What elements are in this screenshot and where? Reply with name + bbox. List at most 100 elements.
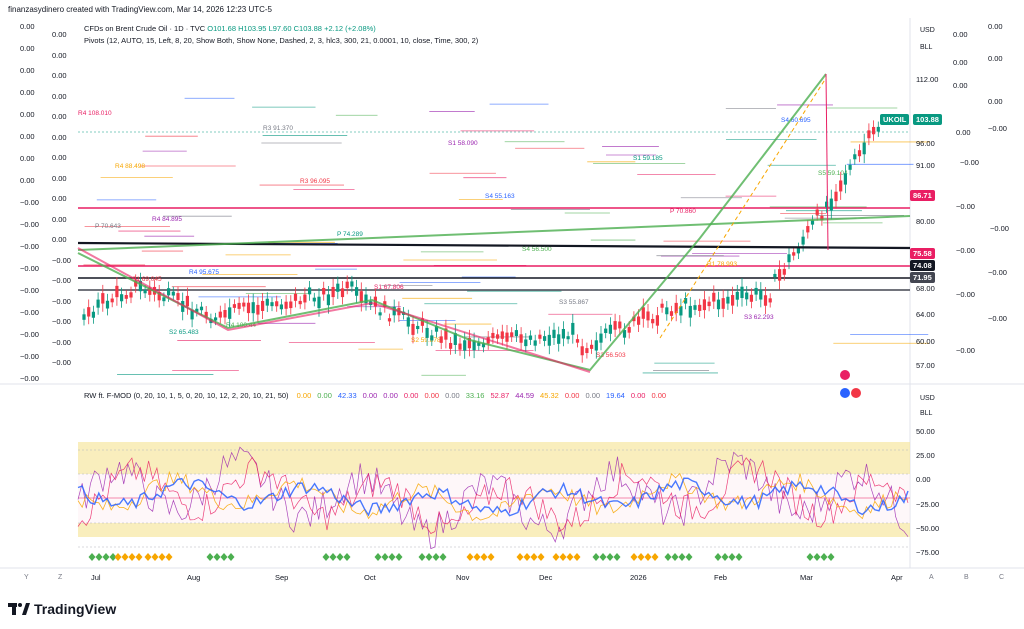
signal-marker — [374, 553, 382, 561]
change-value: +2.12 (+2.08%) — [324, 24, 376, 33]
left-scale-inner-tick: −0.00 — [52, 296, 71, 306]
signal-marker — [432, 553, 440, 561]
left-scale-tick: −0.00 — [20, 352, 39, 361]
pivot-price-tag: 86.71 — [910, 190, 935, 201]
time-axis-label: Oct — [364, 573, 376, 582]
price-tick: 80.00 — [916, 217, 935, 226]
signal-marker — [487, 553, 495, 561]
extra-scale-tick: 0.00 — [988, 54, 1003, 63]
pivot-label: R1 78.993 — [707, 261, 737, 268]
candle-body — [735, 291, 739, 300]
event-icon — [840, 370, 850, 380]
tv-logo-icon — [8, 603, 30, 615]
signal-marker — [206, 553, 214, 561]
candle-body — [110, 298, 114, 303]
time-axis-label: Aug — [187, 573, 201, 582]
left-scale-inner-tick: −0.00 — [52, 276, 71, 285]
candle-body — [275, 301, 279, 307]
candle-body — [326, 294, 330, 306]
osc-value-5: 0.00 — [403, 391, 419, 400]
osc-blue-line — [77, 477, 909, 517]
candle-body — [496, 334, 500, 339]
oscillator-legend: RW ft. F-MOD (0, 20, 10, 1, 5, 0, 20, 10… — [84, 391, 678, 400]
brand-name: TradingView — [34, 601, 117, 617]
left-scale-inner-tick: 0.00 — [52, 50, 67, 60]
extra-scale-tick: 0.00 — [988, 22, 1003, 31]
osc-value-12: 0.00 — [564, 391, 580, 400]
candle-body — [143, 289, 147, 294]
candle-body — [115, 285, 119, 298]
candle-body — [665, 307, 669, 315]
symbol-info: CFDs on Brent Crude Oil · 1D · TVC O101.… — [84, 24, 376, 33]
extra-scale-tick: 0.00 — [988, 97, 1003, 106]
candle-body — [148, 287, 152, 295]
candle-body — [627, 327, 631, 333]
left-scale-inner-tick: 0.00 — [52, 235, 67, 244]
candle-body — [481, 343, 486, 348]
signal-marker — [425, 553, 433, 561]
signal-marker — [329, 553, 337, 561]
candle-body — [543, 336, 547, 341]
candle-body — [434, 326, 439, 332]
candle-body — [651, 318, 655, 324]
signal-marker — [135, 553, 143, 561]
left-scale-tick: −0.00 — [20, 330, 39, 339]
candle-body — [876, 126, 880, 132]
left-scale-tick: −0.00 — [20, 220, 39, 229]
oscillator-title: RW ft. F-MOD (0, 20, 10, 1, 5, 0, 20, 10… — [84, 391, 289, 400]
candle-body — [176, 293, 180, 300]
candle-body — [815, 209, 819, 215]
signal-marker — [827, 553, 835, 561]
left-scale-inner-tick: 0.00 — [52, 214, 67, 224]
candle-body — [345, 281, 349, 289]
signal-marker — [664, 553, 672, 561]
candle-body — [731, 295, 735, 306]
candle-body — [862, 142, 866, 155]
candle-body — [547, 334, 551, 346]
candle-body — [613, 321, 617, 330]
pivot-label: S5 59.104 — [818, 170, 848, 177]
left-scale-tick: 0.00 — [20, 88, 35, 97]
candle-body — [655, 315, 659, 326]
chart-area[interactable]: R4 108.010 R4 88.498 R4 84.895 R4 95.675 R4 … — [0, 18, 1024, 588]
candle-body — [336, 283, 340, 292]
signal-marker — [395, 553, 403, 561]
pivot-label: S4 55.163 — [485, 193, 515, 200]
pivot-label: R4 88.498 — [115, 163, 145, 170]
left-scale-tick: −0.00 — [20, 286, 39, 295]
osc-orange-line — [77, 470, 909, 522]
osc-value-10: 44.59 — [515, 391, 535, 400]
candle-body — [171, 291, 175, 296]
left-scale-inner-tick: 0.00 — [52, 71, 67, 80]
osc-value-6: 0.00 — [424, 391, 440, 400]
candle-body — [702, 299, 706, 311]
candle-body — [637, 316, 641, 325]
extra-scale-tick: −0.00 — [988, 124, 1007, 133]
pivot-label: P 74.289 — [337, 231, 363, 238]
osc-tick: −25.00 — [916, 500, 940, 509]
candle-body — [458, 343, 462, 350]
flag-icon — [851, 388, 861, 398]
pivot-price-tag: 71.95 — [910, 272, 935, 283]
candle-body — [707, 301, 711, 307]
candle-body — [514, 330, 518, 337]
candle-body — [96, 299, 100, 308]
candle-body — [519, 334, 523, 343]
candle-body — [580, 346, 584, 356]
time-axis-label: Apr — [891, 573, 903, 582]
corner-right-label: B — [964, 574, 969, 581]
zigzag-green — [77, 73, 827, 372]
candle-body — [425, 327, 429, 338]
osc-value-0: 0.00 — [296, 391, 312, 400]
left-scale-tick: −0.00 — [20, 242, 39, 251]
candle-body — [693, 305, 697, 310]
left-scale-inner-tick: 0.00 — [52, 194, 67, 203]
zigzag-pink — [77, 247, 591, 373]
pivot-label: S1 59.185 — [633, 155, 663, 162]
candle-body — [416, 325, 420, 330]
extra-scale-tick: 0.00 — [956, 128, 971, 137]
osc-tick: 0.00 — [916, 475, 931, 484]
candle-body — [82, 314, 86, 320]
candle-body — [641, 307, 645, 319]
